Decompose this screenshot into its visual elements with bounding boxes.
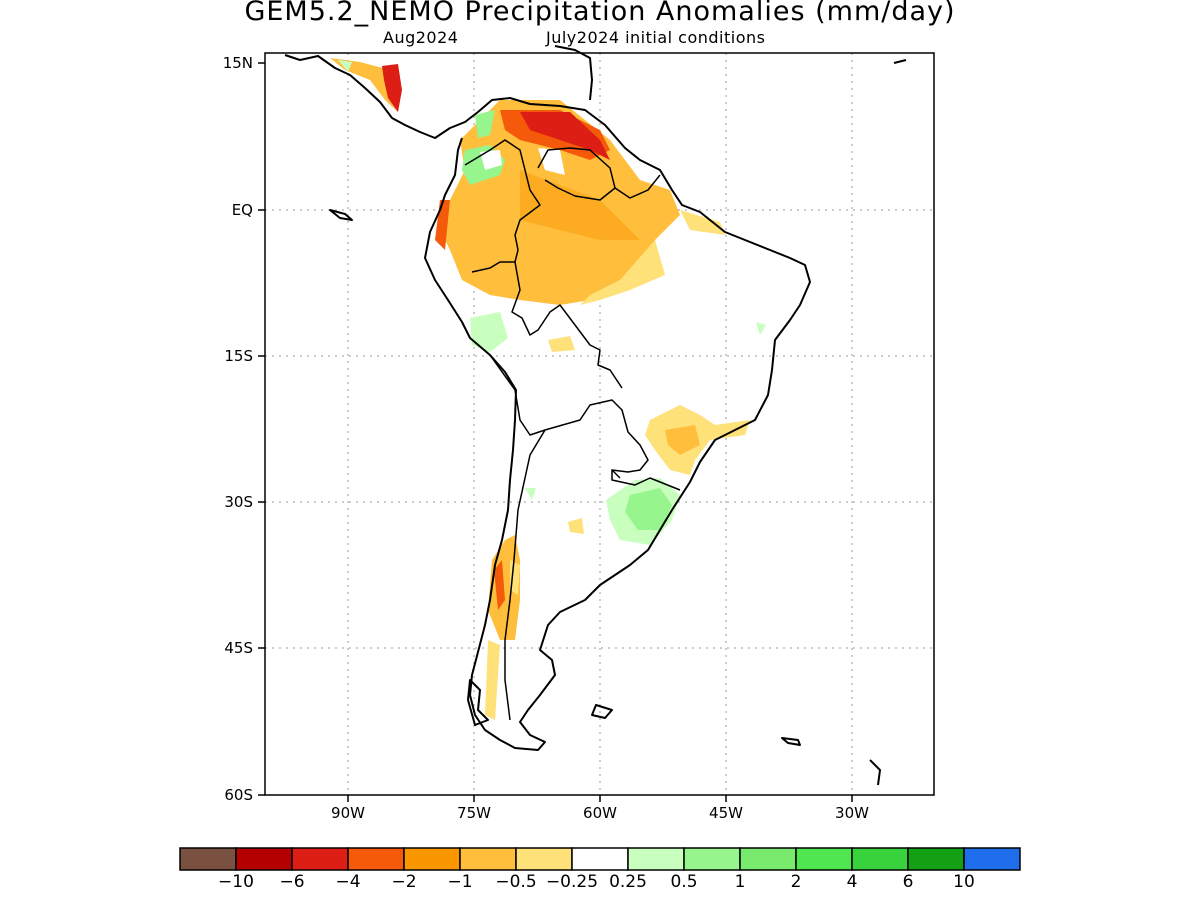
lon-label-30w: 30W xyxy=(835,804,869,822)
colorbar-label: −4 xyxy=(335,872,361,892)
coastlines xyxy=(284,45,907,786)
colorbar-swatch xyxy=(179,847,237,871)
colorbar-swatch xyxy=(515,847,573,871)
lat-label-45s: 45S xyxy=(224,639,253,657)
colorbar-label: 6 xyxy=(902,872,914,892)
colorbar-swatch xyxy=(235,847,293,871)
initial-conditions: July2024 initial conditions xyxy=(546,28,766,47)
colorbar-label: 10 xyxy=(953,872,975,892)
colorbar-swatch xyxy=(291,847,349,871)
colorbar-label: −0.25 xyxy=(545,872,599,892)
colorbar-label: −10 xyxy=(218,872,254,892)
colorbar xyxy=(179,847,1021,871)
colorbar-swatch xyxy=(907,847,965,871)
colorbar-label: 0.5 xyxy=(670,872,698,892)
lat-label-60s: 60S xyxy=(224,786,253,804)
lon-label-75w: 75W xyxy=(457,804,491,822)
colorbar-swatch xyxy=(459,847,517,871)
colorbar-swatch xyxy=(403,847,461,871)
colorbar-swatch xyxy=(739,847,797,871)
map-title: GEM5.2_NEMO Precipitation Anomalies (mm/… xyxy=(244,0,956,27)
colorbar-swatch xyxy=(795,847,853,871)
lat-label-eq: EQ xyxy=(231,201,253,219)
colorbar-swatch xyxy=(683,847,741,871)
colorbar-swatch xyxy=(963,847,1021,871)
colorbar-label: −2 xyxy=(391,872,417,892)
colorbar-label: −6 xyxy=(279,872,305,892)
lat-label-30s: 30S xyxy=(224,493,253,511)
lat-label-15s: 15S xyxy=(224,347,253,365)
colorbar-swatch xyxy=(347,847,405,871)
colorbar-label: 0.25 xyxy=(609,872,647,892)
lat-label-15n: 15N xyxy=(222,54,253,72)
colorbar-label: −1 xyxy=(447,872,473,892)
country-borders xyxy=(464,139,681,721)
colorbar-swatch xyxy=(571,847,629,871)
lon-label-60w: 60W xyxy=(583,804,617,822)
colorbar-swatch xyxy=(627,847,685,871)
colorbar-label: 4 xyxy=(846,872,858,892)
lon-label-90w: 90W xyxy=(331,804,365,822)
colorbar-swatch xyxy=(851,847,909,871)
anomaly-fields xyxy=(330,58,766,720)
forecast-month: Aug2024 xyxy=(383,28,459,47)
colorbar-label: 1 xyxy=(734,872,746,892)
axis-ticks xyxy=(258,62,853,802)
colorbar-label: 2 xyxy=(790,872,802,892)
colorbar-label: −0.5 xyxy=(495,872,537,892)
lon-label-45w: 45W xyxy=(709,804,743,822)
